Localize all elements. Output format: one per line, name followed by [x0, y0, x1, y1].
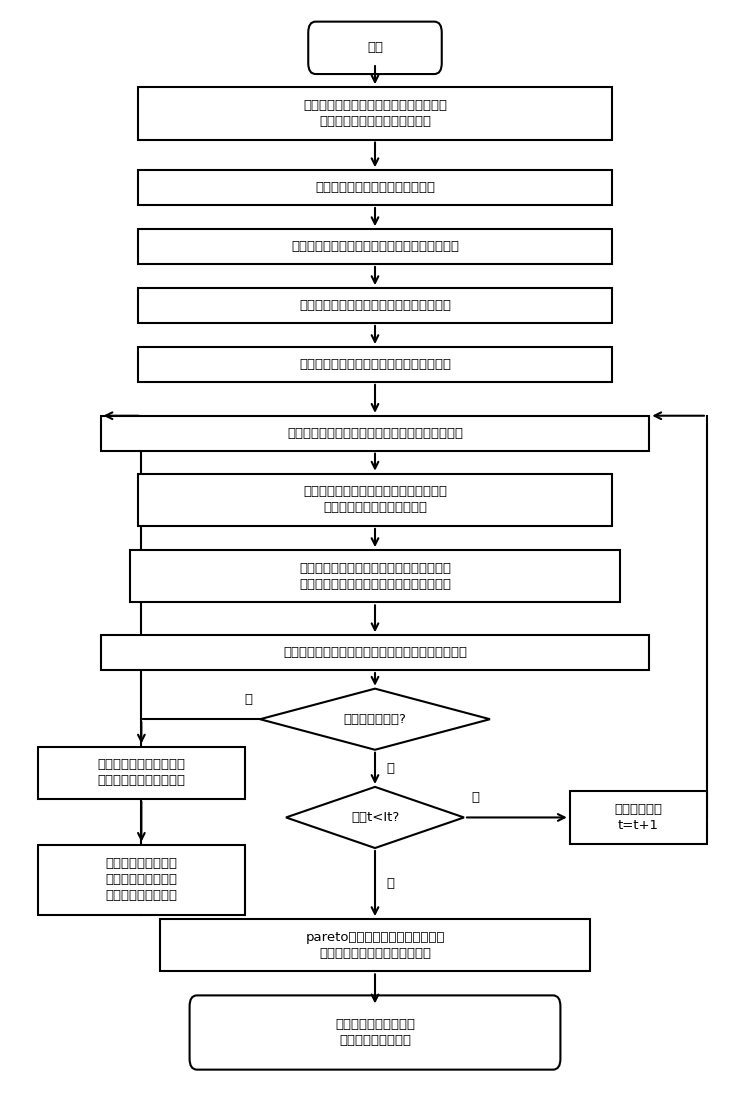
Text: 计算初始粒子群的非劣解集，形成初始档案: 计算初始粒子群的非劣解集，形成初始档案 — [299, 299, 451, 312]
Text: 否: 否 — [386, 877, 394, 890]
Bar — [100, 416, 650, 451]
Text: pareto前沿映射回物理空间，根据
优化目标在前沿中选择有效子集: pareto前沿映射回物理空间，根据 优化目标在前沿中选择有效子集 — [305, 931, 445, 959]
Bar — [570, 791, 707, 844]
Text: 为档案生成网格，定位档案各粒子所在网格: 为档案生成网格，定位档案各粒子所在网格 — [299, 358, 451, 371]
Text: 是否t<It?: 是否t<It? — [351, 811, 399, 824]
Text: 基于邻域计算网格内粒子拥挤距离，选择
拥挤距离最大粒子为全局最优: 基于邻域计算网格内粒子拥挤距离，选择 拥挤距离最大粒子为全局最优 — [303, 485, 447, 515]
Bar — [138, 288, 612, 323]
Text: 确定优化设计目标及目标优化范围、几何
参数及取値范围，建立试验样本: 确定优化设计目标及目标优化范围、几何 参数及取値范围，建立试验样本 — [303, 99, 447, 128]
Text: 计算网格最优机会指标，进行扩展，以此选择网格: 计算网格最优机会指标，进行扩展，以此选择网格 — [287, 427, 463, 440]
Text: 确定优化算法的各种控制参数，生成初始粒子群: 确定优化算法的各种控制参数，生成初始粒子群 — [291, 240, 459, 253]
Text: 是: 是 — [244, 693, 253, 706]
Bar — [38, 747, 245, 799]
Bar — [138, 229, 612, 264]
Text: 是: 是 — [472, 791, 479, 804]
Bar — [138, 170, 612, 205]
Bar — [138, 87, 612, 140]
Text: 基于邻域计算网格内
粒子拥挤距离，删除
拥挤距离最小的粒子: 基于邻域计算网格内 粒子拥挤距离，删除 拥挤距离最小的粒子 — [105, 857, 177, 902]
Bar — [38, 845, 245, 914]
Bar — [160, 918, 590, 971]
Polygon shape — [260, 689, 490, 750]
Text: 用户在有效子集中选择
最终设计方案并验证: 用户在有效子集中选择 最终设计方案并验证 — [335, 1018, 415, 1047]
Text: 档案粒子数超限?: 档案粒子数超限? — [344, 713, 406, 726]
FancyBboxPatch shape — [308, 22, 442, 74]
Text: 归一化试验样本，构造适应度函数: 归一化试验样本，构造适应度函数 — [315, 182, 435, 194]
Bar — [138, 346, 612, 382]
Text: 否: 否 — [386, 762, 394, 774]
Bar — [100, 635, 650, 670]
Text: 更新惯性权値
t=t+1: 更新惯性权値 t=t+1 — [614, 803, 662, 832]
Text: 计算网格删除机会指标，
进行扩展，以此选择网格: 计算网格删除机会指标， 进行扩展，以此选择网格 — [98, 758, 185, 788]
Text: 更新各粒子群速度及位置，以当前进化代数
为参考对各粒子变异，更新各粒子个体最优: 更新各粒子群速度及位置，以当前进化代数 为参考对各粒子变异，更新各粒子个体最优 — [299, 562, 451, 591]
Bar — [130, 550, 620, 603]
Text: 开始: 开始 — [367, 42, 383, 54]
Text: 计算粒子群非劣解集，加入档案，重建档案网格信息: 计算粒子群非劣解集，加入档案，重建档案网格信息 — [283, 646, 467, 659]
FancyBboxPatch shape — [190, 996, 560, 1069]
Polygon shape — [286, 786, 464, 848]
Bar — [138, 474, 612, 526]
